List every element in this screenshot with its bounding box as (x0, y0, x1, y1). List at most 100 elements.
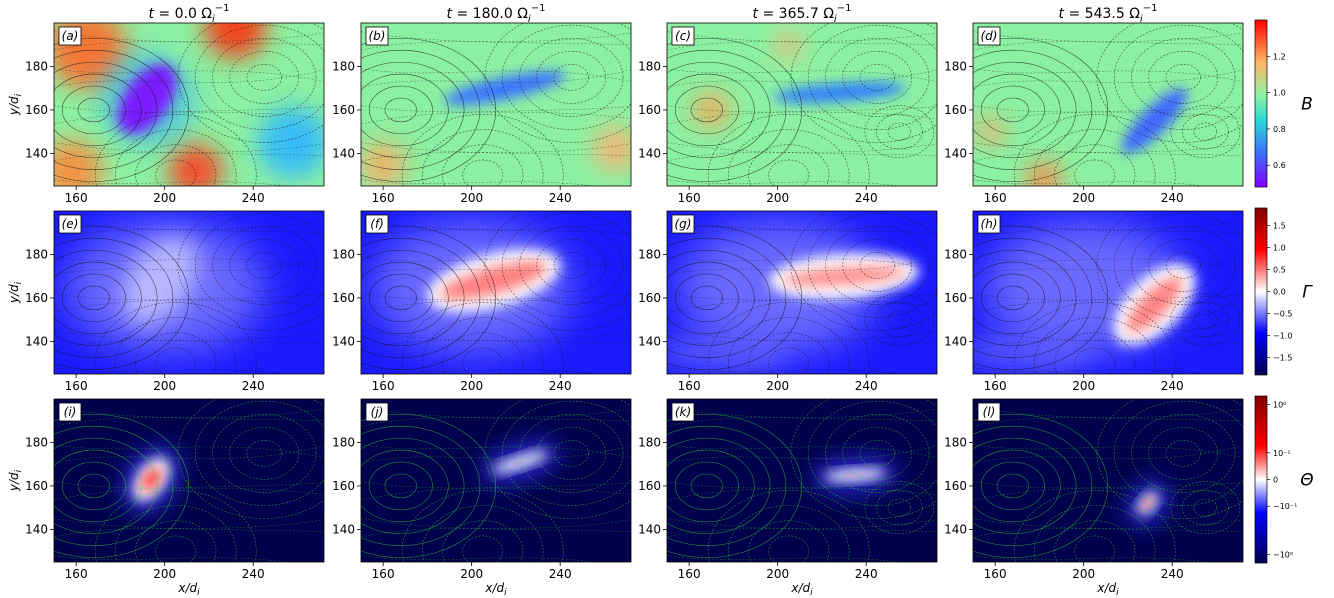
panel-frame (972, 398, 1244, 563)
x-tick-label: 200 (153, 191, 176, 205)
x-tick-label: 160 (984, 379, 1007, 393)
panel-label: (e) (58, 214, 82, 234)
colorbar-tick-label: −0.5 (1273, 309, 1292, 318)
x-tick-label: 160 (678, 567, 701, 581)
x-tick-label: 240 (242, 379, 265, 393)
panel-frame (972, 22, 1244, 187)
panel-label: (g) (671, 214, 695, 234)
colorbar-quantity-label: B (1301, 95, 1313, 115)
b-minimum-feature (444, 71, 566, 106)
panel-label-text: (l) (983, 405, 996, 419)
panel-b: (b) 160 200 240 140 160 180 t = 180.0 Ωi−1 (332, 3, 632, 205)
x-tick-label: 200 (1072, 567, 1095, 581)
y-tick-label: 160 (638, 291, 661, 305)
x-tick-label: 160 (65, 191, 88, 205)
panel-frame (972, 210, 1244, 375)
y-tick-label: 180 (332, 435, 355, 449)
colorbar-tick-label: −1.0 (1273, 331, 1292, 340)
x-tick-label: 200 (1072, 379, 1095, 393)
theta-peak (141, 467, 162, 492)
panel-label: (j) (365, 402, 389, 422)
y-axis-label: y/di (7, 469, 24, 492)
field-blob (361, 142, 406, 186)
panel-frame (360, 22, 632, 187)
colorbar-tick-label: 1.0 (1273, 244, 1286, 253)
contour-lines (54, 211, 324, 374)
x-tick-label: 200 (460, 379, 483, 393)
contour-lines (667, 211, 937, 374)
panel-label-text: (g) (675, 217, 692, 231)
colorbar: 1.2 1.0 0.8 0.6 B (1254, 19, 1313, 188)
x-tick-label: 240 (855, 379, 878, 393)
x-tick-label: 240 (242, 567, 265, 581)
y-tick-label: 180 (25, 247, 48, 261)
y-tick-label: 180 (638, 59, 661, 73)
panel-frame (666, 398, 938, 563)
contour-lines (361, 399, 631, 562)
y-tick-label: 140 (332, 146, 355, 160)
heatmap-background (973, 23, 1243, 186)
y-axis-label: y/di (7, 281, 24, 304)
y-tick-label: 180 (638, 435, 661, 449)
y-axis-label: y/di (7, 93, 24, 116)
x-tick-label: 200 (153, 567, 176, 581)
colorbar-tick-label: 1.5 (1273, 222, 1286, 231)
colorbar-gradient (1254, 395, 1268, 564)
colorbar-gradient (1254, 19, 1268, 188)
y-tick-label: 180 (944, 247, 967, 261)
colorbar-tick-label: 0.6 (1273, 161, 1286, 170)
panel-label-text: (f) (370, 217, 384, 231)
field-blob (54, 139, 103, 186)
panel-label: (b) (365, 26, 389, 46)
x-tick-label: 200 (153, 379, 176, 393)
heatmap-background (973, 399, 1243, 562)
field-blob (693, 92, 729, 128)
x-tick-label: 240 (549, 567, 572, 581)
x-tick-label: 200 (1072, 191, 1095, 205)
panel-label: (a) (58, 26, 82, 46)
x-tick-label: 240 (1161, 567, 1184, 581)
y-tick-label: 180 (332, 59, 355, 73)
panel-label: (i) (58, 402, 82, 422)
panel-d: (d) 160 200 240 140 160 180 t = 543.5 Ωi−1 (944, 3, 1244, 205)
contour-lines (54, 399, 324, 562)
colorbar: 1.5 1.0 0.5 0.0 −0.5 −1.0 −1.5 Γ (1254, 207, 1313, 376)
contour-lines (973, 399, 1243, 562)
panel-a: (a) 160 200 240 140 160 180 y/di t = 0.0 Ωi−1 (7, 3, 325, 205)
x-tick-label: 160 (678, 191, 701, 205)
panel-c: (c) 160 200 240 140 160 180 t = 365.7 Ωi−1 (638, 3, 938, 205)
x-tick-label: 240 (549, 191, 572, 205)
y-tick-label: 140 (944, 146, 967, 160)
column-title: t = 180.0 Ωi−1 (447, 3, 546, 25)
y-tick-label: 180 (332, 247, 355, 261)
panel-f: (f) 160 200 240 140 160 180 (332, 210, 632, 393)
panel-frame (53, 398, 325, 563)
column-title: t = 365.7 Ωi−1 (753, 3, 852, 25)
panel-label-text: (a) (62, 29, 79, 43)
y-tick-label: 160 (332, 103, 355, 117)
x-tick-label: 240 (549, 379, 572, 393)
colorbar-tick-label: 1.0 (1273, 89, 1286, 98)
x-tick-label: 240 (855, 191, 878, 205)
y-tick-label: 140 (25, 146, 48, 160)
panel-label-text: (c) (675, 29, 691, 43)
y-tick-label: 160 (25, 291, 48, 305)
theta-peak (848, 473, 862, 477)
y-tick-label: 160 (332, 479, 355, 493)
field-blob (775, 31, 802, 59)
colorbar-tick-label: 0.8 (1273, 125, 1286, 134)
colorbar-tick-label: 10⁻¹ (1273, 449, 1291, 458)
x-tick-label: 240 (1161, 379, 1184, 393)
contour-lines (973, 211, 1243, 374)
y-tick-label: 140 (944, 522, 967, 536)
gamma-positive-feature (440, 261, 548, 300)
y-tick-label: 140 (944, 334, 967, 348)
x-axis-label: x/di (484, 581, 507, 598)
y-tick-label: 180 (944, 59, 967, 73)
colorbar: 10⁰ 10⁻¹ 0 −10⁻¹ −10⁰ Θ (1254, 395, 1314, 564)
y-tick-label: 160 (25, 103, 48, 117)
colorbar-tick-label: 1.2 (1273, 52, 1286, 61)
panel-label-text: (i) (64, 405, 77, 419)
panel-label-text: (j) (371, 405, 384, 419)
